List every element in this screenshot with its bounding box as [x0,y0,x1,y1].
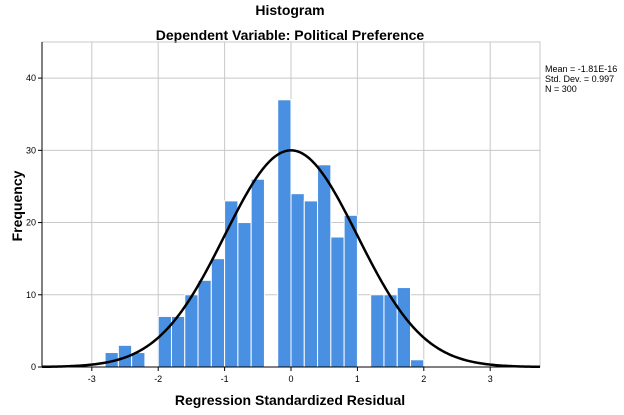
histogram-bar [330,236,345,368]
chart-title: Histogram [255,2,325,18]
stat-mean: Mean = -1.81E-16 [545,64,618,74]
histogram-bar [317,164,332,368]
y-tick-label: 30 [26,145,36,155]
y-tick-label: 10 [26,290,36,300]
x-tick-label: 3 [488,374,493,384]
y-axis-label: Frequency [9,170,25,242]
histogram-bar [157,315,172,368]
histogram-bar [410,359,425,368]
histogram-bar [343,214,358,368]
x-tick-label: 1 [355,374,360,384]
histogram-bar [396,287,412,368]
x-tick-label: -1 [221,374,229,384]
histogram-bar [224,200,239,368]
x-tick-label: 2 [421,374,426,384]
histogram-bar [303,200,319,368]
histogram-bar [290,193,305,368]
chart-subtitle: Dependent Variable: Political Preference [155,27,425,43]
y-tick-label: 0 [31,362,36,372]
histogram-bar [277,99,292,368]
y-tick-label: 20 [26,218,36,228]
histogram-bar [237,222,252,368]
stats-legend: Mean = -1.81E-16 Std. Dev. = 0.997 N = 3… [545,64,617,94]
histogram-bar [210,258,226,368]
y-tick-label: 40 [26,73,36,83]
x-axis-label: Regression Standardized Residual [174,392,406,408]
x-tick-label: -2 [154,374,162,384]
x-tick-label: -3 [88,374,96,384]
histogram-bar [170,315,186,368]
histogram-bar [197,279,212,368]
histogram-bar [250,178,265,368]
histogram-bar [370,294,385,368]
normal-curve [41,149,541,369]
x-tick-label: 0 [288,374,293,384]
stat-n: N = 300 [545,84,577,94]
stat-std-dev: Std. Dev. = 0.997 [545,74,615,84]
